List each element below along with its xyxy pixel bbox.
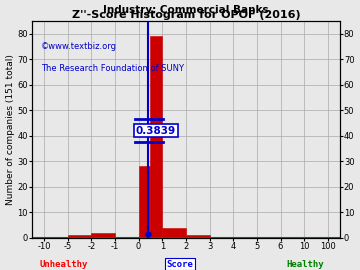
Text: Score: Score — [167, 260, 193, 269]
Y-axis label: Number of companies (151 total): Number of companies (151 total) — [5, 54, 14, 205]
Title: Z''-Score Histogram for OPOF (2016): Z''-Score Histogram for OPOF (2016) — [72, 10, 300, 20]
Bar — [139, 166, 150, 238]
Bar — [150, 36, 162, 238]
Text: Industry: Commercial Banks: Industry: Commercial Banks — [103, 5, 269, 15]
Text: ©www.textbiz.org: ©www.textbiz.org — [41, 42, 117, 52]
Bar — [91, 233, 115, 238]
Text: Unhealthy: Unhealthy — [40, 260, 88, 269]
Text: The Research Foundation of SUNY: The Research Foundation of SUNY — [41, 64, 184, 73]
Bar — [68, 235, 91, 238]
Bar — [186, 235, 210, 238]
Text: 0.3839: 0.3839 — [136, 126, 176, 136]
Bar — [162, 228, 186, 238]
Text: Healthy: Healthy — [286, 260, 324, 269]
